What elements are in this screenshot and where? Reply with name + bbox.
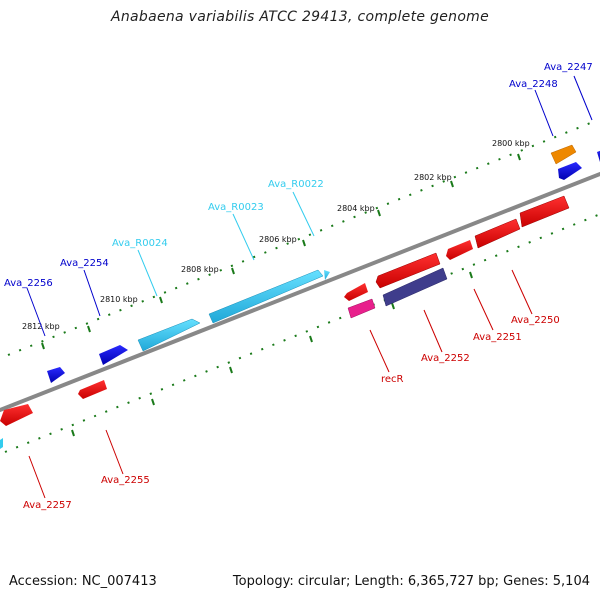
gene-red-small[interactable] [344, 283, 368, 301]
reverse-strand-genes [0, 195, 570, 449]
gene-recr[interactable] [347, 298, 376, 319]
gene-ava-2251-b[interactable] [446, 240, 473, 260]
gene-edge-cyan[interactable] [0, 438, 3, 449]
major-ticks [41, 153, 521, 437]
gene-orange[interactable] [550, 144, 577, 165]
gene-ava-2254[interactable] [99, 345, 128, 365]
gene-label: Ava_2256 [4, 278, 53, 289]
forward-strand-genes [47, 144, 600, 383]
tick-label: 2812 kbp [22, 322, 60, 331]
gene-label: Ava_2248 [509, 79, 558, 90]
tick-label: 2810 kbp [100, 295, 138, 304]
accession-text: Accession: NC_007413 [9, 574, 157, 589]
tick-label: 2804 kbp [337, 204, 375, 213]
gene-ava-2251-a[interactable] [474, 218, 521, 249]
gene-ava-2255[interactable] [78, 380, 107, 399]
gene-label: Ava_2254 [60, 258, 109, 269]
gene-ava-r0023[interactable] [208, 269, 324, 324]
gene-label: Ava_R0024 [112, 238, 168, 249]
gene-ava-2250[interactable] [519, 195, 570, 228]
tick-label: 2806 kbp [259, 235, 297, 244]
gene-ava-2256[interactable] [47, 367, 65, 383]
gene-label: Ava_2247 [544, 62, 593, 73]
topology-text: Topology: circular; Length: 6,365,727 bp… [232, 574, 590, 589]
gene-label: Ava_R0023 [208, 202, 264, 213]
tick-label: 2802 kbp [414, 173, 452, 182]
gene-ava-2252[interactable] [382, 267, 448, 307]
gene-ava-2252-red[interactable] [375, 252, 441, 289]
tick-label: 2800 kbp [492, 139, 530, 148]
gene-label: Ava_2257 [23, 500, 72, 511]
gene-ava-r0024[interactable] [137, 318, 201, 352]
gene-label: Ava_R0022 [268, 179, 324, 190]
gene-ava-r0022[interactable] [324, 270, 330, 280]
gene-labels: Ava_2247 Ava_2248 Ava_R0022 Ava_R0023 Av… [4, 62, 593, 511]
map-title: Anabaena variabilis ATCC 29413, complete… [110, 9, 490, 25]
gene-label: recR [381, 374, 404, 385]
label-leaders [26, 75, 593, 499]
gene-label: Ava_2251 [473, 332, 522, 343]
gene-ava-2248[interactable] [558, 162, 582, 180]
gene-label: Ava_2252 [421, 353, 470, 364]
outer-dotted-track [7, 119, 599, 356]
gene-ava-2257[interactable] [0, 404, 33, 426]
gene-ava-2247[interactable] [597, 149, 600, 162]
tick-label: 2808 kbp [181, 265, 219, 274]
gene-label: Ava_2250 [511, 315, 560, 326]
tick-labels: 2800 kbp 2802 kbp 2804 kbp 2806 kbp 2808… [22, 139, 530, 331]
gene-label: Ava_2255 [101, 475, 150, 486]
genome-backbone [0, 171, 600, 413]
